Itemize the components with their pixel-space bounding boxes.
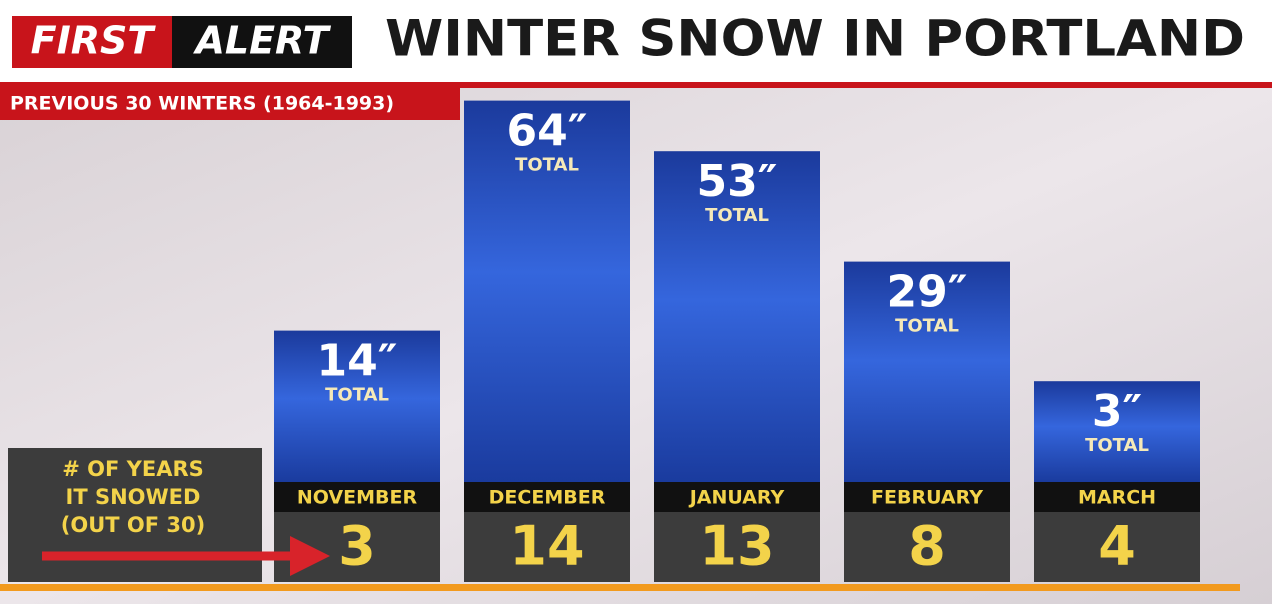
arrow-head (290, 536, 330, 576)
count-box (844, 512, 1010, 582)
month-band (274, 482, 440, 512)
value-label: 3″ (1092, 386, 1142, 437)
category-label: DECEMBER (489, 487, 606, 509)
total-label: TOTAL (705, 205, 769, 226)
subtitle: PREVIOUS 30 WINTERS (1964-1993) (10, 93, 394, 115)
bar (1034, 381, 1200, 482)
years-count: 3 (338, 515, 376, 578)
value-label: 14″ (317, 336, 398, 387)
years-label: # OF YEARS (62, 457, 204, 481)
month-band (464, 482, 630, 512)
bar (464, 100, 630, 482)
count-box (654, 512, 820, 582)
bar (274, 330, 440, 482)
years-label: IT SNOWED (66, 485, 201, 509)
brand-alert: ALERT (192, 19, 331, 63)
years-label: (OUT OF 30) (61, 513, 205, 537)
count-box (464, 512, 630, 582)
value-label: 53″ (697, 156, 778, 207)
chart-title: WINTER SNOW IN PORTLAND (385, 10, 1245, 68)
brand-first: FIRST (31, 19, 157, 63)
bar (654, 151, 820, 482)
total-label: TOTAL (515, 155, 579, 176)
total-label: TOTAL (895, 316, 959, 337)
years-count: 14 (509, 515, 584, 578)
category-label: NOVEMBER (297, 487, 418, 509)
brand-alert-box (172, 16, 352, 68)
month-band (1034, 482, 1200, 512)
header-rule (0, 82, 1272, 88)
count-box (1034, 512, 1200, 582)
month-band (654, 482, 820, 512)
years-count: 8 (908, 515, 946, 578)
subtitle-box (0, 88, 460, 120)
value-label: 29″ (887, 267, 968, 318)
value-label: 64″ (507, 106, 588, 157)
brand-first-box (12, 16, 172, 68)
bar (844, 261, 1010, 482)
month-band (844, 482, 1010, 512)
category-label: MARCH (1078, 487, 1156, 509)
category-label: JANUARY (688, 487, 785, 509)
bottom-rule (0, 584, 1240, 591)
total-label: TOTAL (1085, 435, 1149, 456)
years-count: 4 (1098, 515, 1136, 578)
total-label: TOTAL (325, 385, 389, 406)
category-label: FEBRUARY (871, 487, 983, 509)
years-count: 13 (699, 515, 774, 578)
